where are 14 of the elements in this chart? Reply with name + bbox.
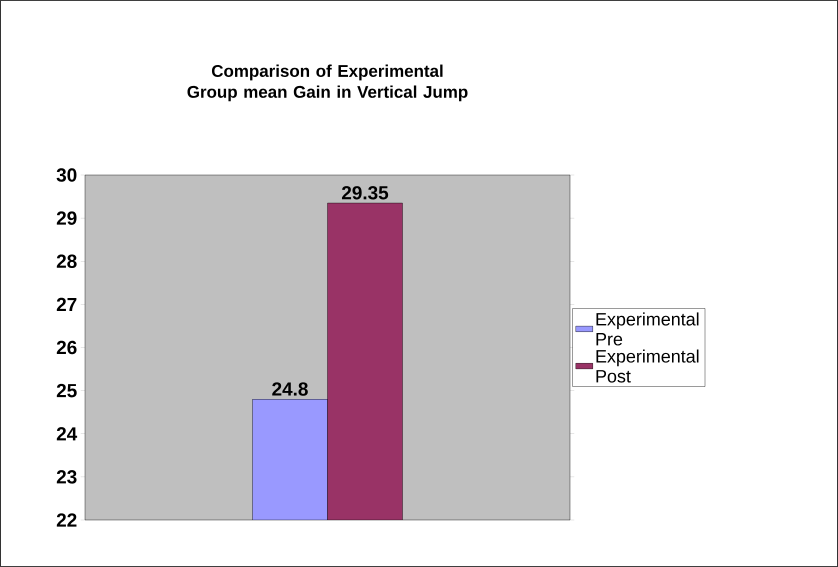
legend-label: Experimental Pre	[596, 312, 698, 346]
y-tick-label: 24	[56, 427, 78, 440]
y-tick-label: 29	[56, 211, 77, 225]
y-tick-label: 30	[56, 168, 76, 182]
legend-label: Experimental Post	[596, 349, 698, 383]
data-label: 24.8	[272, 382, 308, 396]
y-tick-label: 26	[56, 340, 77, 354]
data-label: 29.35	[342, 186, 388, 200]
chart-title: Comparison of Experimental Group mean Gain in Vertical Jump	[187, 64, 468, 102]
y-tick-label: 23	[56, 470, 77, 484]
y-tick-label: 27	[56, 298, 76, 311]
y-tick-label: 22	[56, 513, 76, 527]
y-tick-label: 25	[56, 384, 77, 398]
y-tick-label: 28	[56, 254, 77, 268]
